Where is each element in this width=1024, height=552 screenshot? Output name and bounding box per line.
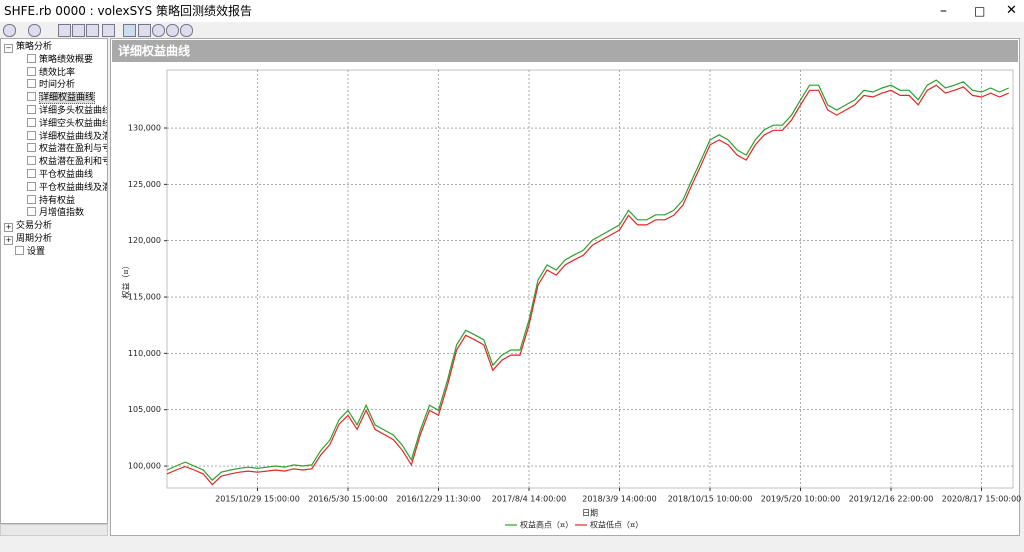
tree-label[interactable]: 绩效比率 bbox=[39, 67, 76, 78]
equity-line bbox=[166, 84, 1009, 486]
tree-icon bbox=[27, 207, 36, 217]
tree-leaf[interactable]: 详细空头权益曲线 bbox=[27, 117, 108, 131]
tree-icon bbox=[27, 66, 36, 76]
tree-node[interactable]: − 策略分析 bbox=[4, 41, 52, 54]
tree-icon bbox=[15, 245, 24, 255]
tree-label[interactable]: 策略绩效概要 bbox=[39, 54, 94, 65]
tree-leaf[interactable]: 绩效比率 bbox=[27, 66, 76, 80]
tree-icon bbox=[27, 79, 36, 89]
close-button[interactable]: ✕ bbox=[1006, 3, 1017, 18]
tree-leaf[interactable]: 平仓权益曲线 bbox=[27, 169, 93, 182]
x-tick-label: 2019/5/20 10:00:00 bbox=[761, 495, 841, 504]
tree-leaf[interactable]: 平仓权益曲线及潜在 bbox=[27, 181, 107, 195]
print-button[interactable] bbox=[102, 24, 115, 37]
legend-label: 权益高点（¤） bbox=[520, 520, 573, 530]
y-tick-label: 115,000 bbox=[128, 293, 161, 302]
copy-button[interactable] bbox=[72, 24, 85, 37]
tree-label[interactable]: 权益潜在盈利与亏损 bbox=[39, 144, 107, 155]
maximize-button[interactable]: □ bbox=[974, 4, 986, 18]
y-axis-label: 权益（¤） bbox=[121, 261, 131, 298]
tree-label[interactable]: 周期分析 bbox=[16, 234, 53, 244]
y-tick-label: 120,000 bbox=[128, 236, 161, 245]
tree-node[interactable]: 设置 bbox=[15, 245, 46, 259]
tree-icon bbox=[27, 156, 36, 166]
tree-leaf[interactable]: 详细多头权益曲线 bbox=[27, 105, 108, 118]
tree-icon bbox=[27, 92, 36, 102]
equity-line bbox=[166, 79, 1009, 481]
back-button[interactable] bbox=[3, 24, 16, 37]
plot-area bbox=[166, 69, 1014, 489]
tree-leaf[interactable]: 权益潜在盈利与亏损 bbox=[27, 143, 107, 156]
tree-node[interactable]: + 周期分析 bbox=[4, 233, 52, 246]
tree-icon bbox=[27, 181, 36, 191]
scrollbar[interactable] bbox=[0, 524, 108, 536]
x-axis-label: 日期 bbox=[582, 509, 598, 518]
forward-button[interactable] bbox=[28, 24, 41, 37]
tree-label[interactable]: 策略分析 bbox=[16, 42, 53, 52]
x-tick-label: 2019/12/16 22:00:00 bbox=[849, 495, 934, 504]
tree-label[interactable]: 权益潜在盈利和亏损 bbox=[39, 157, 107, 168]
panel-title: 详细权益曲线 bbox=[112, 40, 1018, 62]
tree-leaf[interactable]: 时间分析 bbox=[27, 79, 75, 92]
tree-label[interactable]: 月增值指数 bbox=[39, 208, 85, 219]
tree-label[interactable]: 详细权益曲线 bbox=[39, 92, 96, 105]
tree-icon bbox=[27, 53, 36, 63]
tree-label[interactable]: 详细空头权益曲线 bbox=[39, 118, 108, 129]
tree-label[interactable]: 详细权益曲线及潜在 bbox=[39, 131, 107, 142]
zoom-out-tool[interactable] bbox=[166, 24, 179, 37]
save-button[interactable] bbox=[58, 24, 71, 37]
window-title: SHFE.rb 0000 : volexSYS 策略回测绩效报告 bbox=[4, 4, 252, 18]
zoom-in-tool[interactable] bbox=[152, 24, 165, 37]
tree-icon bbox=[27, 130, 36, 140]
y-tick-label: 130,000 bbox=[128, 124, 161, 133]
x-tick-label: 2017/8/4 14:00:00 bbox=[492, 495, 566, 504]
tree-node[interactable]: + 交易分析 bbox=[4, 220, 52, 233]
tree-leaf[interactable]: 详细权益曲线及潜在 bbox=[27, 130, 107, 144]
tree-label[interactable]: 平仓权益曲线及潜在 bbox=[39, 182, 107, 193]
x-tick-label: 2016/5/30 15:00:00 bbox=[308, 495, 388, 504]
tree-icon bbox=[27, 169, 36, 178]
tree-label[interactable]: 时间分析 bbox=[39, 80, 76, 91]
title-bar: SHFE.rb 0000 : volexSYS 策略回测绩效报告 – □ ✕ bbox=[0, 0, 1024, 22]
export-button[interactable] bbox=[86, 24, 99, 37]
tree-label[interactable]: 设置 bbox=[27, 246, 46, 257]
tree-icon bbox=[27, 194, 36, 204]
tree-icon: − bbox=[4, 44, 13, 53]
y-tick-label: 100,000 bbox=[128, 462, 161, 471]
x-tick-label: 2018/10/15 10:00:00 bbox=[668, 495, 753, 504]
tree-label[interactable]: 平仓权益曲线 bbox=[39, 170, 94, 180]
tree-icon bbox=[27, 117, 36, 127]
y-tick-label: 105,000 bbox=[128, 405, 161, 414]
x-tick-label: 2020/8/17 15:00:00 bbox=[942, 495, 1022, 504]
tree-icon bbox=[27, 105, 36, 114]
tree-icon: + bbox=[4, 223, 13, 233]
tree-leaf[interactable]: 月增值指数 bbox=[27, 207, 84, 220]
legend-label: 权益低点（¤） bbox=[590, 520, 643, 530]
y-tick-label: 110,000 bbox=[128, 349, 161, 358]
x-tick-label: 2018/3/9 14:00:00 bbox=[582, 495, 656, 504]
tree-leaf[interactable]: 持有权益 bbox=[27, 194, 76, 208]
reset-tool[interactable] bbox=[180, 24, 193, 37]
tree-leaf[interactable]: 策略绩效概要 bbox=[27, 53, 94, 67]
tree-leaf[interactable]: 权益潜在盈利和亏损 bbox=[27, 156, 107, 169]
x-tick-label: 2016/12/29 11:30:00 bbox=[396, 495, 481, 504]
y-tick-label: 125,000 bbox=[128, 180, 161, 189]
toolbar bbox=[0, 22, 1024, 38]
tree-label[interactable]: 交易分析 bbox=[16, 221, 53, 232]
tree-icon: + bbox=[4, 236, 13, 245]
tree-icon bbox=[27, 143, 36, 153]
minimize-button[interactable]: – bbox=[940, 3, 947, 19]
select-tool[interactable] bbox=[123, 24, 136, 37]
pan-tool[interactable] bbox=[138, 24, 151, 37]
tree-label[interactable]: 持有权益 bbox=[39, 195, 76, 206]
x-tick-label: 2015/10/29 15:00:00 bbox=[215, 495, 300, 504]
tree-leaf[interactable]: 详细权益曲线 bbox=[27, 92, 96, 105]
navigation-tree: − 策略分析 策略绩效概要 绩效比率 时间分析 详细权益曲线 详细多头权益曲线 详细空头权益曲… bbox=[0, 38, 108, 524]
tree-label[interactable]: 详细多头权益曲线 bbox=[39, 106, 108, 116]
